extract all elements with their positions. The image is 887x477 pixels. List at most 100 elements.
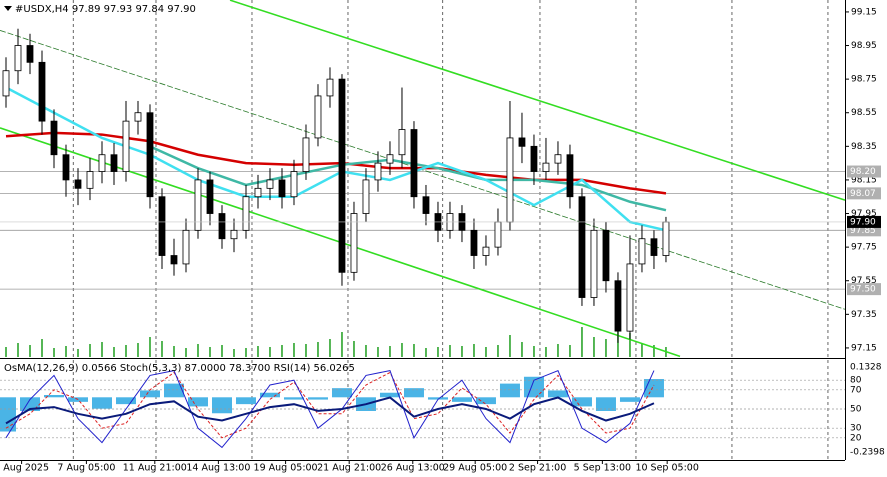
x-tick-label: 5 Sep 13:00: [574, 463, 631, 474]
candle-body: [530, 145, 538, 172]
y-tick-label: 97.75: [851, 243, 877, 253]
candle-body: [26, 45, 34, 63]
candle-body: [410, 129, 418, 198]
candle-body: [134, 112, 142, 122]
candle-body: [278, 179, 286, 198]
osma-bar: [211, 397, 232, 414]
candle-body: [506, 137, 514, 223]
indicator-level-label: 30: [850, 424, 862, 434]
candle-body: [146, 112, 154, 198]
candle-body: [218, 213, 226, 240]
osma-bar: [43, 395, 64, 398]
y-tick-label: 97.55: [851, 276, 877, 286]
candle-body: [398, 129, 406, 156]
candle-body: [614, 280, 622, 332]
x-tick-label: 29 Aug 05:00: [443, 463, 507, 474]
y-tick-label: 97.15: [851, 343, 877, 353]
candle-body: [662, 221, 670, 256]
osma-bar: [259, 392, 280, 398]
y-tick-label: 98.35: [851, 142, 877, 152]
indicator-level-label: 50: [850, 405, 862, 415]
candle-body: [362, 179, 370, 214]
level-badge: [847, 165, 881, 178]
osma-bar: [283, 397, 304, 400]
x-tick-label: 2 Sep 21:00: [509, 463, 566, 474]
y-tick-label: 99.15: [851, 7, 877, 17]
trend-line: [229, 0, 846, 201]
indicator-level-label: 70: [850, 385, 862, 395]
x-tick-label: 21 Aug 21:00: [317, 463, 381, 474]
osma-bar: [307, 397, 328, 400]
candle-body: [470, 229, 478, 256]
level-label: 98.07: [850, 189, 876, 199]
osma-bar: [139, 390, 160, 398]
y-tick-label: 98.15: [851, 175, 877, 185]
candle-body: [518, 137, 526, 147]
price-label: 97.90: [850, 217, 876, 227]
candle-body: [590, 229, 598, 298]
candle-body: [50, 120, 58, 156]
x-tick-label: 4 Aug 2025: [0, 463, 49, 474]
candle-body: [206, 179, 214, 214]
osma-bar: [115, 397, 136, 405]
candle-body: [350, 213, 358, 273]
osma-bar: [619, 397, 640, 402]
candle-body: [230, 229, 238, 240]
candle-body: [542, 162, 550, 172]
rsi-line: [5, 396, 655, 425]
level-label: 97.50: [850, 285, 876, 295]
candle-body: [242, 196, 250, 231]
candle-body: [86, 171, 94, 189]
x-tick-label: 26 Aug 13:00: [381, 463, 445, 474]
level-badge: [847, 187, 881, 200]
osma-bar: [571, 397, 592, 407]
candle-body: [110, 154, 118, 172]
candle-body: [74, 179, 82, 189]
x-tick-label: 14 Aug 13:00: [186, 463, 250, 474]
candle-body: [122, 120, 130, 172]
osma-bar: [91, 397, 112, 409]
x-tick-label: 10 Sep 05:00: [635, 463, 698, 474]
osma-bar: [403, 388, 424, 398]
osma-bar: [595, 397, 616, 411]
x-tick-label: 19 Aug 05:00: [254, 463, 318, 474]
x-tick-label: 7 Aug 05:00: [57, 463, 115, 474]
candle-body: [482, 246, 490, 256]
candle-body: [194, 179, 202, 231]
x-tick-label: 11 Aug 21:00: [123, 463, 187, 474]
candle-body: [422, 196, 430, 214]
stoch-main: [5, 369, 655, 449]
osma-axis-label: 0.1328: [850, 363, 882, 373]
candle-body: [2, 70, 10, 97]
osma-axis-label: -0.2398: [850, 448, 885, 458]
candle-body: [62, 154, 70, 181]
osma-bar: [547, 390, 568, 398]
indicator-level-label: 80: [850, 376, 862, 386]
osma-bar: [643, 379, 664, 398]
osma-bar: [499, 383, 520, 398]
candle-body: [650, 238, 658, 256]
candle-body: [254, 187, 262, 198]
candle-body: [290, 171, 298, 198]
osma-bar: [163, 383, 184, 398]
y-tick-label: 98.75: [851, 75, 877, 85]
chart-title: #USDX,H4 97.89 97.93 97.84 97.90: [15, 4, 196, 15]
level-badge: [847, 283, 881, 296]
candle-body: [38, 61, 46, 122]
candle-body: [326, 78, 334, 97]
menu-triangle: [4, 6, 12, 11]
osma-bar: [187, 397, 208, 407]
y-tick-label: 97.35: [851, 310, 877, 320]
y-tick-label: 97.95: [851, 209, 877, 219]
candle-body: [14, 45, 22, 72]
level-label: 97.85: [850, 226, 876, 236]
osma-bar: [379, 392, 400, 398]
candle-body: [386, 154, 394, 164]
candle-body: [302, 137, 310, 172]
indicator-level-label: 20: [850, 433, 862, 443]
osma-bar: [451, 397, 472, 402]
indicator-title: OsMA(12,26,9) 0.0566 Stoch(5,3,3) 87.000…: [4, 363, 355, 374]
candle-body: [374, 162, 382, 181]
